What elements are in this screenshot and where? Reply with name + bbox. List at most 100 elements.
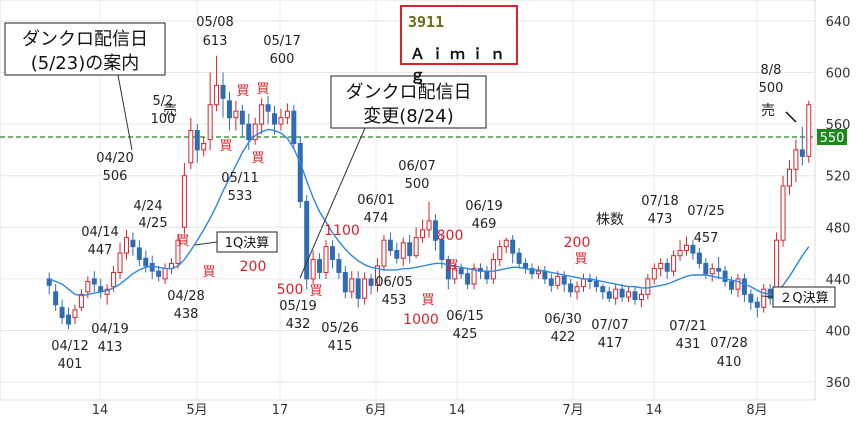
candle-down	[156, 270, 162, 277]
candle-up	[677, 250, 683, 257]
candle-down	[394, 250, 400, 259]
candle-up	[490, 259, 496, 280]
date-label: 07/25	[687, 204, 724, 219]
price-label: 422	[551, 330, 576, 345]
date-label: 07/18	[641, 194, 678, 209]
date-label: 05/26	[321, 321, 358, 336]
candle-down	[754, 301, 760, 308]
date-label: 4/25	[138, 216, 167, 231]
date-label: 8/8	[761, 63, 782, 78]
note-stream-announce-text: ダンクロ配信日	[22, 29, 148, 50]
trade-qty-label: 500	[277, 282, 304, 298]
note-stream-change-text: ダンクロ配信日	[346, 82, 472, 103]
candle-down	[407, 242, 413, 257]
candle-down	[690, 244, 696, 254]
date-label: 07/21	[669, 319, 706, 334]
price-label: 415	[328, 339, 353, 354]
candle-down	[66, 314, 72, 325]
candle-up	[806, 104, 812, 157]
candle-up	[535, 270, 541, 275]
trade-qty-label: 1100	[324, 223, 360, 239]
candle-down	[741, 278, 747, 295]
candle-down	[439, 239, 445, 261]
candle-up	[793, 149, 799, 170]
candle-down	[600, 286, 606, 293]
x-tick-label: 7月	[562, 403, 583, 418]
x-tick-label: 5月	[186, 403, 207, 418]
candle-up	[117, 252, 123, 273]
candle-up	[175, 239, 181, 264]
candle-up	[626, 291, 632, 298]
candle-down	[748, 293, 754, 303]
candle-down	[317, 259, 323, 273]
trade-qty-label: 800	[437, 228, 464, 244]
candle-down	[59, 306, 65, 319]
price-label: 410	[717, 355, 742, 370]
candle-down	[291, 110, 297, 144]
candle-up	[658, 262, 664, 270]
date-label: 04/14	[81, 225, 118, 240]
annotations: 04/12 401 04/14 447 04/19 413 04/20 506 4/24 4/25…	[4, 15, 836, 372]
candle-down	[355, 278, 361, 299]
date-label: 04/12	[51, 339, 88, 354]
buy-label: 買	[236, 84, 249, 99]
level-badge	[817, 129, 847, 145]
candle-up	[123, 237, 129, 254]
candle-up	[555, 275, 561, 286]
candle-up	[381, 239, 387, 267]
price-label: 417	[598, 336, 623, 351]
candle-down	[542, 270, 548, 280]
note-q2: ２Q決算	[772, 286, 836, 308]
candle-up	[72, 309, 78, 319]
candle-up	[645, 278, 651, 295]
candle-up	[452, 268, 458, 280]
trade-qty-label: 200	[240, 259, 267, 275]
buy-label: 買	[176, 234, 189, 249]
date-label: 05/19	[279, 299, 316, 314]
price-label: 469	[472, 217, 497, 232]
candle-down	[664, 262, 670, 272]
candle-up	[310, 259, 316, 280]
shares-label: 株数	[596, 212, 624, 228]
buy-label: 買	[309, 284, 322, 299]
candle-up	[207, 104, 213, 141]
x-tick-label: 8月	[746, 403, 767, 418]
trade-qty-label: 1000	[403, 312, 439, 328]
x-tick-label: 6月	[365, 403, 386, 418]
candle-down	[342, 271, 348, 293]
price-label: 474	[364, 211, 389, 226]
y-tick-label: 640	[826, 15, 851, 30]
x-axis: 14 5月 17 6月 14 7月 14 8月	[92, 403, 768, 418]
price-label: 457	[694, 231, 719, 246]
ticker-box: 3911 Ａｉｍｉｎｇ	[400, 5, 518, 84]
candle-up	[580, 278, 586, 288]
candle-down	[548, 278, 554, 286]
candle-down	[53, 291, 59, 306]
level-badge-label: 550	[820, 131, 845, 146]
candle-up	[181, 175, 187, 228]
date-label: 04/20	[96, 151, 133, 166]
candle-down	[561, 275, 567, 285]
candle-up	[188, 130, 194, 164]
leader-line	[299, 127, 366, 279]
candle-down	[729, 280, 735, 290]
y-tick-label: 600	[826, 67, 851, 82]
candle-down	[703, 262, 709, 275]
candle-up	[671, 255, 677, 272]
y-tick-label: 400	[826, 325, 851, 340]
y-tick-label: 480	[826, 221, 851, 236]
buy-label: 買	[251, 151, 264, 166]
buy-label: 買	[421, 293, 434, 308]
date-label: 06/19	[465, 199, 502, 214]
date-label: 06/07	[398, 159, 435, 174]
price-label: 500	[759, 81, 784, 96]
candle-down	[220, 84, 226, 99]
trade-qty-label: 200	[564, 235, 591, 251]
note-stream-announce-text: (5/23)の案内	[31, 53, 139, 74]
note-q1: 1Q決算	[216, 231, 278, 253]
candle-down	[432, 220, 438, 241]
candle-down	[568, 283, 574, 293]
sell-label: 売	[163, 103, 177, 119]
